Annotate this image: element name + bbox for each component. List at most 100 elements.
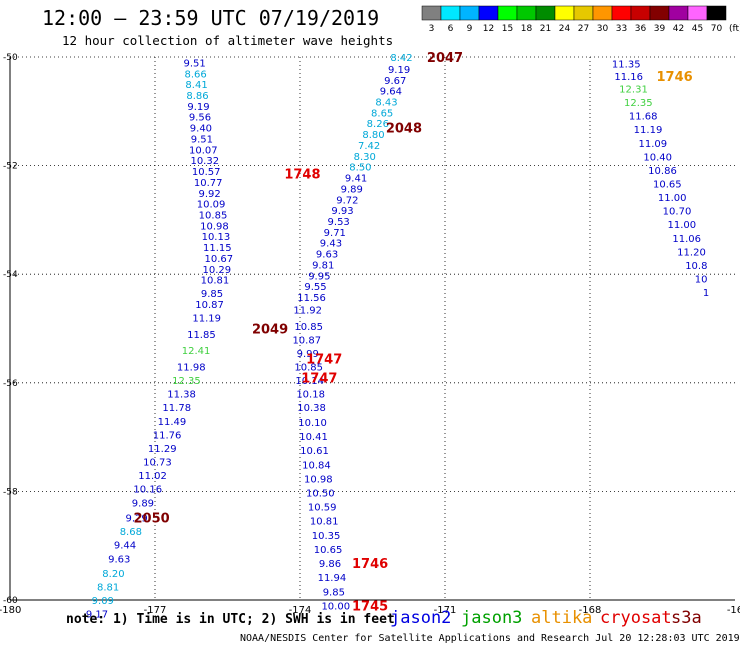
legend-label-36: 36 xyxy=(635,24,647,34)
swh-value-label: 11.78 xyxy=(162,403,191,414)
swh-value-label: 10.40 xyxy=(643,152,672,163)
swh-value-label: 11.16 xyxy=(614,72,643,83)
swh-value-label: 9.81 xyxy=(312,260,334,271)
swh-value-label: 9.85 xyxy=(323,587,345,598)
swh-value-label: 10.98 xyxy=(200,221,229,232)
swh-value-label: 11.00 xyxy=(658,193,687,204)
swh-value-label: 9.19 xyxy=(388,65,410,76)
swh-value-label: 9.86 xyxy=(319,559,341,570)
swh-value-label: 11.19 xyxy=(634,125,663,136)
swh-value-label: 10.41 xyxy=(299,432,328,443)
time-label: 1748 xyxy=(284,168,320,183)
swh-value-label: 9.53 xyxy=(328,217,350,228)
footnote: note: 1) Time is in UTC; 2) SWH is in fe… xyxy=(66,612,395,627)
swh-value-label: 11.85 xyxy=(187,330,216,341)
satellite-jason2: jason2 xyxy=(390,608,452,628)
swh-value-label: 11.35 xyxy=(612,60,641,71)
swh-value-label: 11.94 xyxy=(318,573,347,584)
legend-label-12: 12 xyxy=(483,24,494,34)
swh-value-label: 8.66 xyxy=(184,69,206,80)
swh-value-label: 11.09 xyxy=(639,139,668,150)
swh-value-label: 8.41 xyxy=(185,80,207,91)
legend-label-70: 70 xyxy=(711,24,723,34)
swh-value-label: 9.99 xyxy=(297,349,319,360)
swh-value-label: 10.57 xyxy=(192,167,221,178)
swh-value-label: 8.42 xyxy=(390,53,412,64)
swh-value-label: 9.93 xyxy=(331,206,353,217)
swh-value-label: 11.68 xyxy=(629,112,658,123)
swh-value-label: 11.00 xyxy=(668,220,697,231)
swh-value-label: 8.30 xyxy=(354,152,376,163)
swh-value-label: 9.72 xyxy=(336,195,358,206)
swh-value-label: 11.49 xyxy=(158,417,187,428)
x-tick-label: -174 xyxy=(289,605,312,616)
swh-value-label: 9.09 xyxy=(92,596,114,607)
swh-value-label: 10.81 xyxy=(310,517,339,528)
swh-value-label: 9.89 xyxy=(132,498,154,509)
swh-value-label: 10.77 xyxy=(194,178,223,189)
swh-value-label: 10.59 xyxy=(308,503,337,514)
swh-value-label: 10.61 xyxy=(300,446,329,457)
swh-value-label: 9.63 xyxy=(108,555,130,566)
legend-label-6: 6 xyxy=(448,24,454,34)
time-label: 1747 xyxy=(306,352,342,367)
legend-label-27: 27 xyxy=(578,24,589,34)
swh-value-label: 12.35 xyxy=(172,376,201,387)
time-label: 1745 xyxy=(352,599,388,614)
swh-value-label: 9.29 xyxy=(126,513,148,524)
swh-value-label: 9.56 xyxy=(189,113,211,124)
swh-value-label: 10.65 xyxy=(653,180,682,191)
swh-value-label: 10.50 xyxy=(306,488,335,499)
time-label: 1746 xyxy=(656,70,692,85)
swh-value-label: 8.81 xyxy=(97,582,119,593)
swh-value-label: 11.92 xyxy=(293,305,322,316)
swh-value-label: 7.42 xyxy=(358,141,380,152)
swh-value-label: 9.67 xyxy=(384,76,406,87)
swh-value-label: 9.63 xyxy=(316,250,338,261)
legend-label-3: 3 xyxy=(429,24,435,34)
swh-value-label: 10 xyxy=(695,275,708,286)
swh-value-label: 10.38 xyxy=(297,403,326,414)
satellite-jason3: jason3 xyxy=(461,608,523,628)
y-tick-label: -60 xyxy=(3,596,18,606)
swh-value-label: 10.13 xyxy=(202,232,231,243)
legend-label-18: 18 xyxy=(521,24,533,34)
swh-value-label: 8.26 xyxy=(367,119,389,130)
swh-value-label: 10.65 xyxy=(314,545,343,556)
swh-value-label: 10.00 xyxy=(321,601,350,612)
legend-label-24: 24 xyxy=(559,24,571,34)
swh-value-label: 9.44 xyxy=(114,541,136,552)
chart-title: 12:00 – 23:59 UTC 07/19/2019 xyxy=(42,6,380,30)
swh-value-label: 10.35 xyxy=(312,531,341,542)
swh-value-label: 10.07 xyxy=(189,145,218,156)
legend-label-9: 9 xyxy=(467,24,473,34)
swh-value-label: 9.92 xyxy=(198,189,220,200)
swh-value-label: 11.02 xyxy=(138,471,167,482)
swh-value-label: 9.41 xyxy=(345,174,367,185)
x-tick-label: -16 xyxy=(727,605,740,616)
satellite-altika: altika xyxy=(531,608,593,628)
time-label: 2049 xyxy=(252,323,288,338)
swh-value-label: 11.15 xyxy=(203,243,232,254)
swh-value-label: 10.8 xyxy=(685,261,707,272)
x-tick-label: -180 xyxy=(0,605,21,616)
swh-value-label: 10.86 xyxy=(648,166,677,177)
swh-value-label: 9.40 xyxy=(190,124,212,135)
swh-value-label: 10.32 xyxy=(190,156,219,167)
swh-value-label: 11.20 xyxy=(677,247,706,258)
swh-value-label: 11.76 xyxy=(153,430,182,441)
time-label: 2050 xyxy=(134,511,170,526)
y-tick-label: -54 xyxy=(3,270,18,280)
swh-value-label: 8.50 xyxy=(349,163,371,174)
legend-label-21: 21 xyxy=(540,24,551,34)
time-label: 1746 xyxy=(352,557,388,572)
swh-value-label: 10.10 xyxy=(298,418,327,429)
legend-label-30: 30 xyxy=(597,24,609,34)
swh-value-label: 9.43 xyxy=(320,239,342,250)
legend-unit: (ft) xyxy=(729,24,740,34)
legend-label-45: 45 xyxy=(692,24,703,34)
swh-value-label: 9.17 xyxy=(86,610,108,621)
swh-value-label: 9.89 xyxy=(341,184,363,195)
